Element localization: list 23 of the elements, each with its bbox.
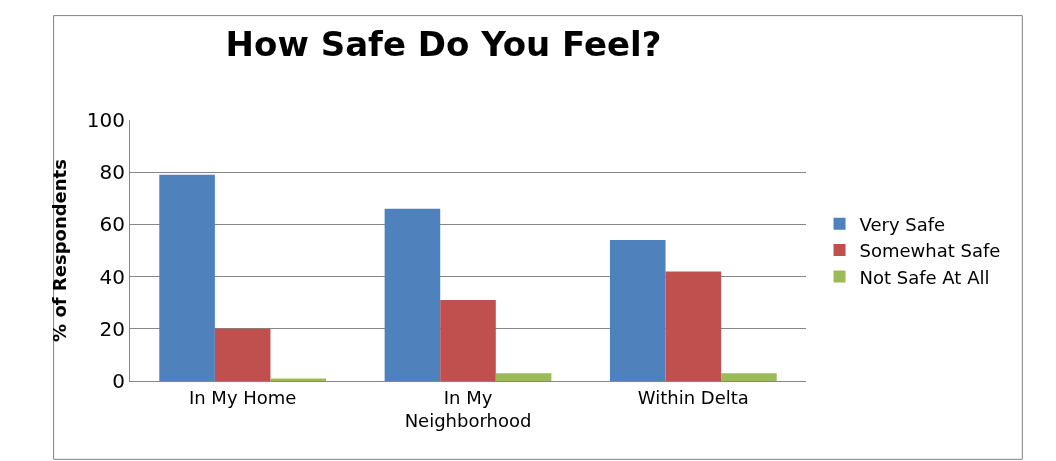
x-tick-label: In My Home bbox=[188, 386, 297, 408]
legend-label: Very Safe bbox=[859, 213, 946, 235]
y-tick-label: 100 bbox=[86, 108, 125, 132]
y-tick-label: 80 bbox=[99, 160, 125, 185]
y-tick-label: 20 bbox=[99, 316, 125, 341]
y-tick-label: 40 bbox=[99, 264, 125, 289]
x-tick-label: In My Neighborhood bbox=[404, 386, 532, 431]
chart-title: How Safe Do You Feel? bbox=[225, 24, 662, 65]
bar bbox=[721, 373, 777, 381]
y-axis-title: % of Respondents bbox=[49, 159, 71, 342]
bar bbox=[159, 174, 215, 381]
y-tick-label: 0 bbox=[112, 369, 125, 393]
bar bbox=[384, 208, 441, 381]
bar bbox=[495, 373, 552, 381]
bar bbox=[665, 271, 722, 381]
x-tick-label: Within Delta bbox=[637, 386, 749, 408]
y-tick-label: 60 bbox=[99, 212, 125, 237]
bar bbox=[609, 240, 666, 381]
bar bbox=[440, 300, 496, 381]
legend-label: Not Safe At All bbox=[859, 266, 990, 288]
bar bbox=[214, 328, 271, 381]
legend-label: Somewhat Safe bbox=[859, 240, 1001, 262]
bar bbox=[270, 378, 327, 381]
